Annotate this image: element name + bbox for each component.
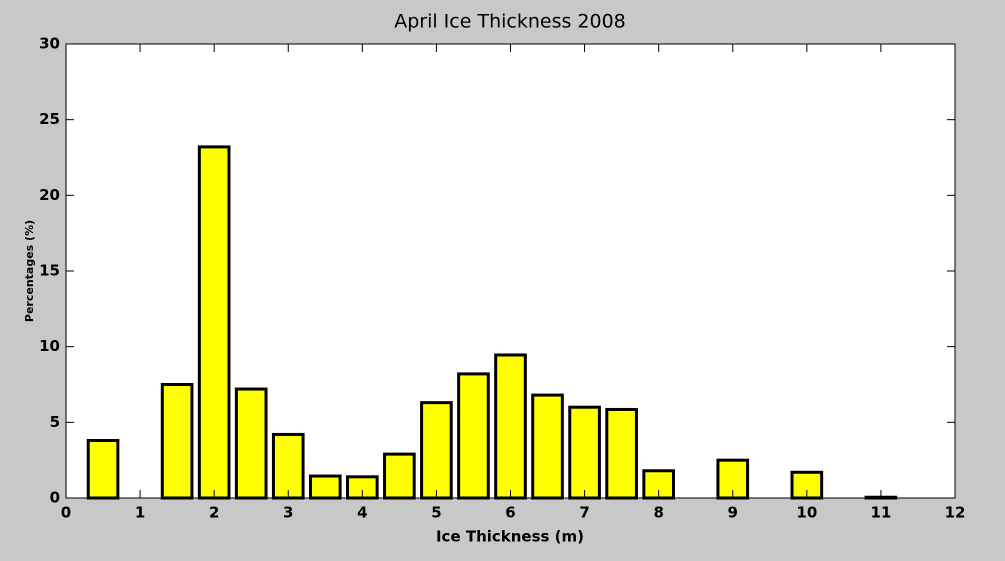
x-tick-label: 11 <box>870 504 891 522</box>
bar <box>420 401 453 500</box>
bar <box>271 432 305 500</box>
bar <box>234 387 268 500</box>
x-tick-label: 3 <box>283 504 293 522</box>
bar <box>308 474 342 500</box>
y-tick-label: 25 <box>39 110 60 128</box>
y-tick-label: 20 <box>39 186 60 204</box>
y-tick-label: 5 <box>50 413 60 431</box>
chart-title: April Ice Thickness 2008 <box>394 11 626 33</box>
bar <box>568 405 601 500</box>
bar <box>531 393 564 500</box>
x-tick-label: 12 <box>945 504 966 522</box>
x-tick-label: 9 <box>728 504 738 522</box>
y-tick-label: 10 <box>39 337 60 355</box>
y-tick-label: 0 <box>50 489 60 507</box>
x-tick-label: 10 <box>796 504 817 522</box>
x-tick-label: 5 <box>431 504 441 522</box>
bar <box>197 145 231 500</box>
x-tick-label: 4 <box>357 504 367 522</box>
x-tick-label: 1 <box>135 504 145 522</box>
bar <box>383 452 416 500</box>
x-tick-label: 2 <box>209 504 219 522</box>
x-axis-label: Ice Thickness (m) <box>436 528 584 546</box>
bar <box>494 353 527 500</box>
y-axis-label: Percentages (%) <box>23 220 36 322</box>
y-tick-label: 15 <box>39 262 60 280</box>
bar <box>86 438 120 500</box>
x-tick-label: 8 <box>653 504 663 522</box>
bar <box>605 407 638 500</box>
y-tick-label: 30 <box>39 35 60 53</box>
bar <box>160 383 194 500</box>
x-tick-label: 6 <box>505 504 515 522</box>
x-tick-label: 0 <box>61 504 71 522</box>
bar <box>457 372 490 500</box>
x-tick-label: 7 <box>579 504 589 522</box>
